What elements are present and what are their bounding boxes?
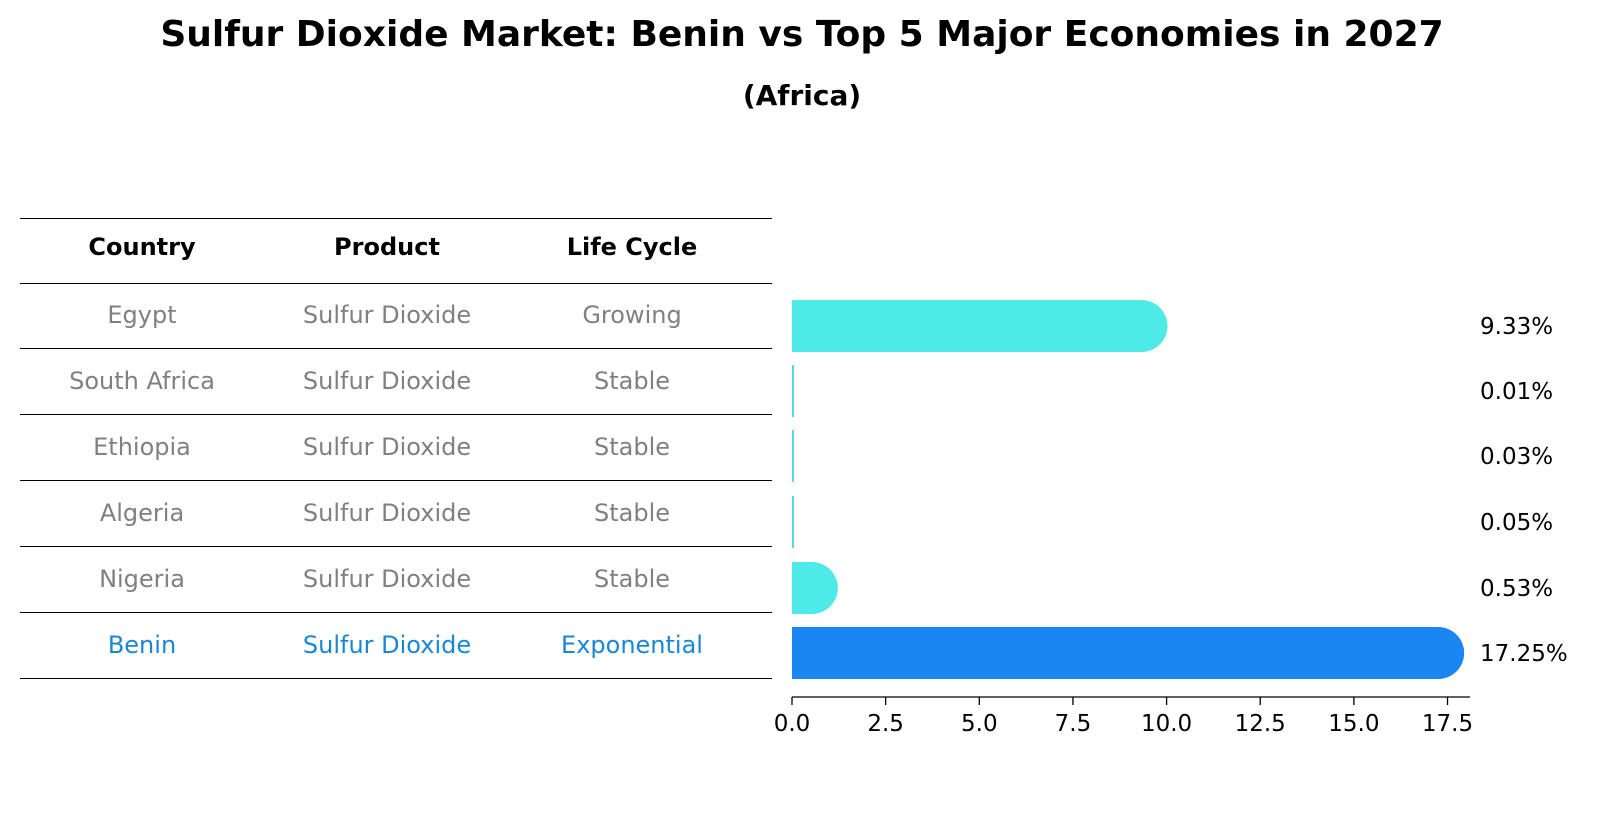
- table-row-rule: [20, 612, 772, 613]
- table-cell-life-cycle: Stable: [593, 433, 671, 461]
- table-cell-country: South Africa: [69, 367, 215, 395]
- x-tick-label: 0.0: [774, 711, 811, 737]
- chart-subtitle: (Africa): [742, 79, 862, 112]
- table-cell-life-cycle: Growing: [582, 301, 682, 329]
- header-country: Country: [88, 233, 196, 261]
- bar-value-label: 0.03%: [1480, 444, 1553, 470]
- table-cell-product: Sulfur Dioxide: [302, 433, 472, 461]
- bar-value-label: 0.53%: [1480, 576, 1553, 602]
- x-tick-label: 7.5: [1055, 711, 1092, 737]
- table-cell-product: Sulfur Dioxide: [302, 499, 472, 527]
- bar-egypt: [792, 300, 1168, 352]
- table-header-rule: [20, 283, 772, 284]
- chart-title: Sulfur Dioxide Market: Benin vs Top 5 Ma…: [160, 14, 1444, 55]
- table-row-rule: [20, 348, 772, 349]
- bar-value-label: 17.25%: [1480, 641, 1568, 667]
- bar-benin: [792, 627, 1465, 679]
- table-cell-product: Sulfur Dioxide: [302, 367, 472, 395]
- table-cell-product: Sulfur Dioxide: [302, 565, 472, 593]
- bar-value-label: 0.05%: [1480, 510, 1553, 536]
- x-tick-label: 12.5: [1235, 711, 1286, 737]
- bar-south-africa: [792, 365, 794, 417]
- bar-nigeria: [792, 562, 838, 614]
- table-row-rule: [20, 414, 772, 415]
- table-row-rule: [20, 546, 772, 547]
- table-cell-country: Benin: [107, 631, 177, 659]
- x-tick-label: 5.0: [961, 711, 998, 737]
- bar-value-label: 0.01%: [1480, 379, 1553, 405]
- x-tick-label: 15.0: [1328, 711, 1379, 737]
- table-row-rule: [20, 480, 772, 481]
- header-product: Product: [334, 233, 440, 261]
- bar-ethiopia: [792, 430, 794, 482]
- table-top-rule: [20, 218, 772, 219]
- table-row-rule: [20, 678, 772, 679]
- header-life-cycle: Life Cycle: [566, 233, 698, 261]
- table-cell-life-cycle: Stable: [593, 367, 671, 395]
- table-cell-life-cycle: Stable: [593, 565, 671, 593]
- x-tick-label: 17.5: [1422, 711, 1473, 737]
- table-cell-country: Egypt: [107, 301, 177, 329]
- bar-value-label: 9.33%: [1480, 314, 1553, 340]
- table-cell-country: Algeria: [99, 499, 185, 527]
- table-cell-product: Sulfur Dioxide: [302, 631, 472, 659]
- table-cell-country: Nigeria: [99, 565, 185, 593]
- table-cell-product: Sulfur Dioxide: [302, 301, 472, 329]
- table-cell-life-cycle: Exponential: [561, 631, 703, 659]
- table-cell-life-cycle: Stable: [593, 499, 671, 527]
- table-cell-country: Ethiopia: [93, 433, 191, 461]
- x-tick-label: 10.0: [1141, 711, 1192, 737]
- bar-algeria: [792, 496, 794, 548]
- x-tick-label: 2.5: [867, 711, 904, 737]
